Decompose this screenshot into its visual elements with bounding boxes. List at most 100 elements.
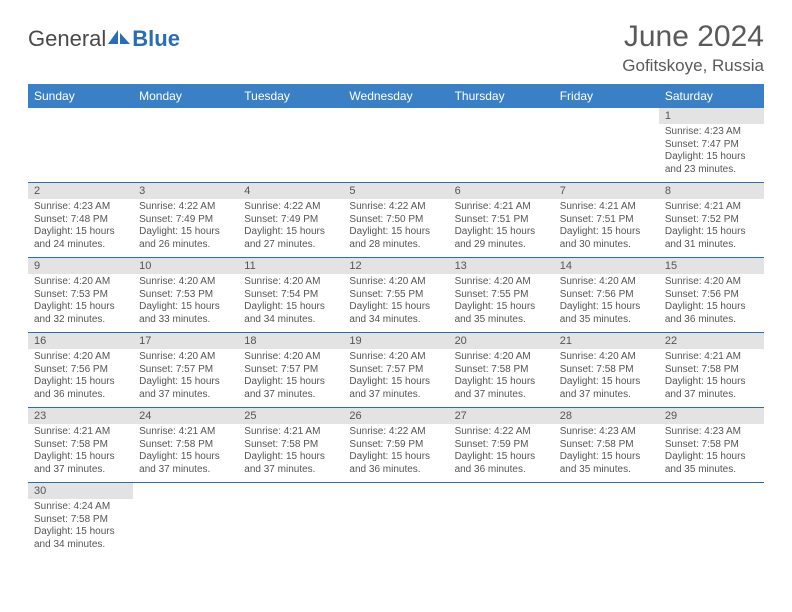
sunrise-text: Sunrise: 4:20 AM [665,276,758,289]
daylight-text: Daylight: 15 hours and 33 minutes. [139,301,232,326]
sunset-text: Sunset: 7:58 PM [560,439,653,452]
daylight-text: Daylight: 15 hours and 23 minutes. [665,151,758,176]
daylight-text: Daylight: 15 hours and 37 minutes. [349,376,442,401]
daylight-text: Daylight: 15 hours and 37 minutes. [244,451,337,476]
sunset-text: Sunset: 7:48 PM [34,214,127,227]
calendar-table: SundayMondayTuesdayWednesdayThursdayFrid… [28,84,764,557]
sunset-text: Sunset: 7:55 PM [455,289,548,302]
sunrise-text: Sunrise: 4:21 AM [34,426,127,439]
calendar-cell: 25Sunrise: 4:21 AMSunset: 7:58 PMDayligh… [238,408,343,483]
day-number: 9 [28,258,133,274]
day-header: Saturday [659,84,764,108]
sunrise-text: Sunrise: 4:20 AM [244,351,337,364]
sunset-text: Sunset: 7:55 PM [349,289,442,302]
sunrise-text: Sunrise: 4:20 AM [349,276,442,289]
day-number: 14 [554,258,659,274]
brand-part1: General [28,26,106,52]
day-details: Sunrise: 4:22 AMSunset: 7:59 PMDaylight:… [343,424,448,480]
day-number: 8 [659,183,764,199]
calendar-cell: 30Sunrise: 4:24 AMSunset: 7:58 PMDayligh… [28,483,133,558]
sunrise-text: Sunrise: 4:20 AM [244,276,337,289]
sunrise-text: Sunrise: 4:23 AM [560,426,653,439]
daylight-text: Daylight: 15 hours and 28 minutes. [349,226,442,251]
calendar-cell: 5Sunrise: 4:22 AMSunset: 7:50 PMDaylight… [343,183,448,258]
calendar-cell: 10Sunrise: 4:20 AMSunset: 7:53 PMDayligh… [133,258,238,333]
sunset-text: Sunset: 7:54 PM [244,289,337,302]
daylight-text: Daylight: 15 hours and 37 minutes. [139,451,232,476]
location: Gofitskoye, Russia [622,56,764,76]
daylight-text: Daylight: 15 hours and 30 minutes. [560,226,653,251]
sunrise-text: Sunrise: 4:21 AM [455,201,548,214]
daylight-text: Daylight: 15 hours and 35 minutes. [665,451,758,476]
day-details: Sunrise: 4:23 AMSunset: 7:58 PMDaylight:… [554,424,659,480]
daylight-text: Daylight: 15 hours and 37 minutes. [560,376,653,401]
calendar-cell: 12Sunrise: 4:20 AMSunset: 7:55 PMDayligh… [343,258,448,333]
day-number: 17 [133,333,238,349]
sunset-text: Sunset: 7:49 PM [244,214,337,227]
calendar-cell: 28Sunrise: 4:23 AMSunset: 7:58 PMDayligh… [554,408,659,483]
calendar-cell: 23Sunrise: 4:21 AMSunset: 7:58 PMDayligh… [28,408,133,483]
sunrise-text: Sunrise: 4:21 AM [560,201,653,214]
sunrise-text: Sunrise: 4:21 AM [665,351,758,364]
sunset-text: Sunset: 7:52 PM [665,214,758,227]
day-details: Sunrise: 4:21 AMSunset: 7:58 PMDaylight:… [133,424,238,480]
sunrise-text: Sunrise: 4:21 AM [139,426,232,439]
sunset-text: Sunset: 7:47 PM [665,139,758,152]
day-number: 26 [343,408,448,424]
sunset-text: Sunset: 7:58 PM [139,439,232,452]
sunset-text: Sunset: 7:57 PM [244,364,337,377]
sunrise-text: Sunrise: 4:24 AM [34,501,127,514]
calendar-cell [554,483,659,558]
calendar-cell [449,483,554,558]
calendar-cell: 16Sunrise: 4:20 AMSunset: 7:56 PMDayligh… [28,333,133,408]
calendar-cell: 15Sunrise: 4:20 AMSunset: 7:56 PMDayligh… [659,258,764,333]
sunrise-text: Sunrise: 4:23 AM [665,126,758,139]
day-header: Friday [554,84,659,108]
calendar-cell: 21Sunrise: 4:20 AMSunset: 7:58 PMDayligh… [554,333,659,408]
day-details: Sunrise: 4:22 AMSunset: 7:49 PMDaylight:… [238,199,343,255]
sunset-text: Sunset: 7:50 PM [349,214,442,227]
calendar-cell [449,108,554,183]
day-number: 20 [449,333,554,349]
calendar-cell: 9Sunrise: 4:20 AMSunset: 7:53 PMDaylight… [28,258,133,333]
calendar-cell: 29Sunrise: 4:23 AMSunset: 7:58 PMDayligh… [659,408,764,483]
calendar-week: 23Sunrise: 4:21 AMSunset: 7:58 PMDayligh… [28,408,764,483]
calendar-cell [343,108,448,183]
day-number: 29 [659,408,764,424]
day-details: Sunrise: 4:22 AMSunset: 7:50 PMDaylight:… [343,199,448,255]
day-number: 2 [28,183,133,199]
sunrise-text: Sunrise: 4:22 AM [139,201,232,214]
daylight-text: Daylight: 15 hours and 35 minutes. [560,301,653,326]
daylight-text: Daylight: 15 hours and 34 minutes. [34,526,127,551]
day-details: Sunrise: 4:22 AMSunset: 7:49 PMDaylight:… [133,199,238,255]
sunset-text: Sunset: 7:56 PM [34,364,127,377]
header: General Blue June 2024 Gofitskoye, Russi… [28,20,764,76]
day-details: Sunrise: 4:20 AMSunset: 7:58 PMDaylight:… [449,349,554,405]
sunrise-text: Sunrise: 4:22 AM [349,201,442,214]
calendar-cell [343,483,448,558]
day-number: 12 [343,258,448,274]
day-details: Sunrise: 4:21 AMSunset: 7:58 PMDaylight:… [28,424,133,480]
day-details: Sunrise: 4:20 AMSunset: 7:57 PMDaylight:… [238,349,343,405]
calendar-cell [238,108,343,183]
sunrise-text: Sunrise: 4:21 AM [244,426,337,439]
day-details: Sunrise: 4:20 AMSunset: 7:57 PMDaylight:… [133,349,238,405]
day-header: Tuesday [238,84,343,108]
calendar-cell: 7Sunrise: 4:21 AMSunset: 7:51 PMDaylight… [554,183,659,258]
sunset-text: Sunset: 7:58 PM [455,364,548,377]
sunrise-text: Sunrise: 4:22 AM [349,426,442,439]
sunset-text: Sunset: 7:51 PM [455,214,548,227]
sunset-text: Sunset: 7:57 PM [139,364,232,377]
daylight-text: Daylight: 15 hours and 37 minutes. [139,376,232,401]
daylight-text: Daylight: 15 hours and 36 minutes. [349,451,442,476]
day-details: Sunrise: 4:20 AMSunset: 7:55 PMDaylight:… [449,274,554,330]
day-number: 5 [343,183,448,199]
day-number: 21 [554,333,659,349]
sunset-text: Sunset: 7:58 PM [560,364,653,377]
day-details: Sunrise: 4:20 AMSunset: 7:56 PMDaylight:… [659,274,764,330]
calendar-week: 9Sunrise: 4:20 AMSunset: 7:53 PMDaylight… [28,258,764,333]
calendar-cell: 11Sunrise: 4:20 AMSunset: 7:54 PMDayligh… [238,258,343,333]
sunrise-text: Sunrise: 4:20 AM [455,351,548,364]
day-number: 16 [28,333,133,349]
sunset-text: Sunset: 7:58 PM [34,439,127,452]
